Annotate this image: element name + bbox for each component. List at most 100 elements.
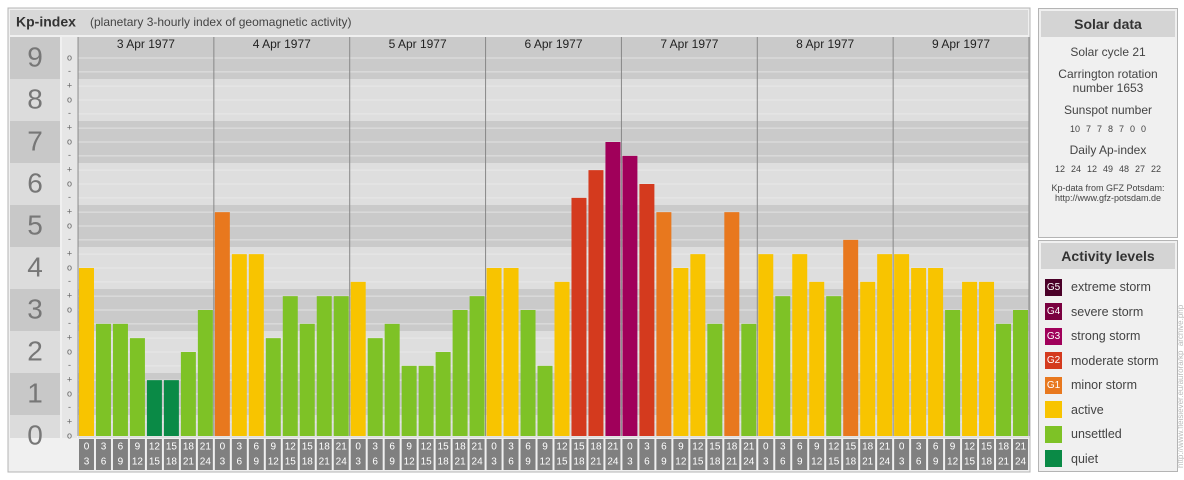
carrington: Carrington rotation number 1653 <box>1058 67 1158 95</box>
hour-box <box>231 439 247 470</box>
bar <box>469 296 485 436</box>
ap-title: Daily Ap-index <box>1069 143 1147 157</box>
bar <box>418 365 434 436</box>
hour-end: 21 <box>183 457 195 468</box>
hour-start: 21 <box>607 442 619 453</box>
hour-end: 18 <box>845 457 857 468</box>
hour-start: 18 <box>183 442 195 453</box>
bar <box>724 212 740 436</box>
bar <box>129 338 145 436</box>
hour-start: 12 <box>285 442 297 453</box>
legend-item: active <box>1039 398 1177 423</box>
y-tick-cell <box>10 79 60 121</box>
legend-label: severe storm <box>1071 304 1144 319</box>
hour-end: 3 <box>355 457 361 468</box>
legend-label: unsettled <box>1071 427 1122 442</box>
hour-box <box>180 439 196 470</box>
hour-end: 9 <box>661 457 667 468</box>
hour-box <box>724 439 740 470</box>
hour-end: 24 <box>336 457 348 468</box>
bar <box>554 281 570 436</box>
hour-box <box>877 439 893 470</box>
hour-end: 12 <box>675 457 687 468</box>
bar <box>350 281 366 436</box>
y-tick-label: 1 <box>27 377 43 408</box>
y-tick-label: 9 <box>27 41 43 72</box>
hour-box <box>1013 439 1028 470</box>
levels-panel: Activity levels G5 extreme storm G4 severe … <box>1038 240 1178 472</box>
hour-box <box>673 439 689 470</box>
hour-box <box>214 439 230 470</box>
minor-tick-label: - <box>68 402 71 412</box>
bar <box>503 268 519 436</box>
bar <box>435 352 451 436</box>
hour-end: 6 <box>916 457 922 468</box>
bar <box>775 296 791 436</box>
sunspot-value: 7 <box>1085 124 1091 134</box>
hour-end: 9 <box>525 457 531 468</box>
hour-start: 3 <box>780 442 786 453</box>
day-label: 7 Apr 1977 <box>660 37 718 51</box>
hour-end: 15 <box>692 457 704 468</box>
hour-start: 12 <box>964 442 976 453</box>
hour-start: 0 <box>899 442 905 453</box>
bar <box>299 323 315 436</box>
bar <box>962 281 978 436</box>
bar <box>214 212 230 436</box>
sunspot-value: 0 <box>1130 124 1136 134</box>
hour-box <box>350 439 366 470</box>
bar <box>656 212 672 436</box>
minor-tick-label: + <box>67 417 72 427</box>
hour-end: 21 <box>726 457 738 468</box>
hour-box <box>843 439 859 470</box>
legend-item: G5 extreme storm <box>1039 275 1177 300</box>
hour-start: 15 <box>573 442 585 453</box>
hour-end: 9 <box>933 457 939 468</box>
legend-item: G1 minor storm <box>1039 373 1177 398</box>
y-tick-label: 8 <box>27 83 43 114</box>
hour-end: 12 <box>404 457 416 468</box>
bar <box>401 365 417 436</box>
hour-start: 0 <box>627 442 633 453</box>
ap-value: 12 <box>1086 164 1097 174</box>
hour-start: 3 <box>644 442 650 453</box>
hour-start: 3 <box>237 442 243 453</box>
minor-tick-label: - <box>68 192 71 202</box>
hour-end: 6 <box>780 457 786 468</box>
sunspot-value: 10 <box>1069 124 1080 134</box>
hour-box <box>911 439 927 470</box>
bar <box>384 323 400 436</box>
hour-box <box>588 439 604 470</box>
bar <box>180 352 196 436</box>
legend-icon <box>1045 450 1062 468</box>
bar <box>605 142 621 436</box>
y-tick-cell <box>10 289 60 331</box>
minor-tick-label: - <box>68 108 71 118</box>
hour-start: 12 <box>692 442 704 453</box>
bar <box>758 254 774 436</box>
hour-start: 0 <box>84 442 90 453</box>
legend-label: moderate storm <box>1071 353 1159 368</box>
hour-start: 6 <box>797 442 803 453</box>
hour-box <box>792 439 808 470</box>
hour-end: 21 <box>862 457 874 468</box>
sunspot-value: 7 <box>1119 124 1125 134</box>
y-tick-cell <box>10 331 60 373</box>
hour-start: 9 <box>678 442 684 453</box>
hour-end: 3 <box>491 457 497 468</box>
hour-box <box>639 439 655 470</box>
bar <box>571 197 587 436</box>
ap-values: 12 24 12 49 48 27 22 <box>1039 161 1177 175</box>
hour-end: 12 <box>132 457 144 468</box>
hour-start: 21 <box>1015 442 1027 453</box>
hour-box <box>656 439 672 470</box>
hour-box <box>554 439 570 470</box>
minor-tick-label: + <box>67 123 72 133</box>
hour-start: 9 <box>814 442 820 453</box>
hour-start: 15 <box>845 442 857 453</box>
sunspot-title: Sunspot number <box>1063 103 1153 117</box>
hour-start: 18 <box>319 442 331 453</box>
hour-box <box>129 439 145 470</box>
minor-tick-label: - <box>68 234 71 244</box>
bar <box>996 323 1012 436</box>
